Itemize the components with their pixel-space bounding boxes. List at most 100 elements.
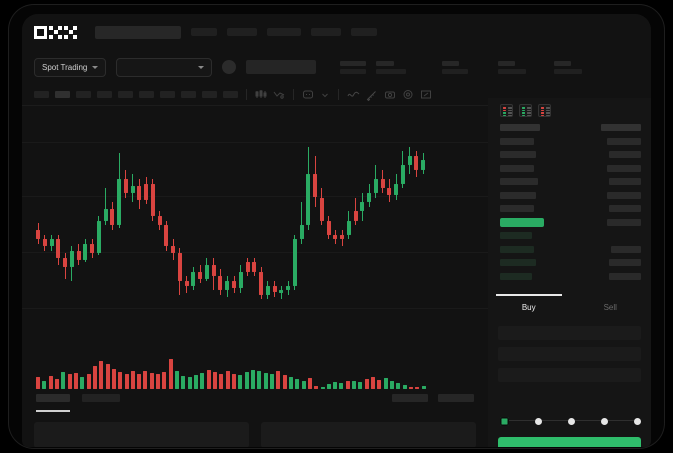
volume-bar: [371, 377, 376, 389]
interval-4[interactable]: [118, 91, 133, 98]
candle: [204, 106, 209, 336]
orders-card-1[interactable]: [261, 422, 476, 447]
indicators-icon[interactable]: [273, 89, 285, 100]
amount-slider[interactable]: [500, 415, 641, 427]
candle: [306, 106, 311, 336]
candle: [232, 106, 236, 336]
orderbook-row[interactable]: [500, 258, 641, 267]
submit-order-button[interactable]: [498, 437, 641, 447]
volume-bar: [67, 374, 72, 389]
tab-buy[interactable]: Buy: [488, 294, 570, 320]
interval-0[interactable]: [34, 91, 49, 98]
volume-bar: [415, 387, 420, 389]
interval-1[interactable]: [55, 91, 70, 98]
nav-item-2[interactable]: [267, 28, 301, 36]
candle: [238, 106, 243, 336]
orderbook-price: [500, 232, 532, 239]
orderbook-both-icon[interactable]: [500, 104, 513, 117]
volume-bar: [48, 375, 53, 389]
orderbook-row[interactable]: [500, 217, 641, 227]
slider-dot-2[interactable]: [568, 417, 575, 425]
volume-bar: [396, 382, 401, 389]
camera-icon[interactable]: [384, 89, 396, 100]
orderbook-row[interactable]: [500, 245, 641, 254]
nav-item-3[interactable]: [311, 28, 341, 36]
candle: [387, 106, 392, 336]
volume-bar: [307, 378, 312, 389]
volume-bar: [364, 379, 369, 389]
orderbook-row[interactable]: [500, 231, 641, 240]
orders-tab-1[interactable]: [82, 394, 120, 402]
orders-action-1[interactable]: [438, 394, 474, 402]
interval-2[interactable]: [76, 91, 91, 98]
orders-card-0[interactable]: [34, 422, 249, 447]
fullscreen-icon[interactable]: [420, 89, 432, 100]
volume-bar: [36, 377, 40, 389]
okx-logo[interactable]: [34, 25, 77, 39]
volume-bar: [301, 380, 306, 389]
orderbook-amount: [611, 245, 641, 253]
line-chart-icon[interactable]: [347, 89, 360, 100]
order-field-2[interactable]: [498, 368, 641, 382]
volume-bar: [345, 381, 350, 389]
order-field-1[interactable]: [498, 347, 641, 361]
orderbook-row[interactable]: [500, 204, 641, 213]
volume-bar: [206, 369, 211, 389]
volume-bar: [124, 373, 129, 389]
orderbook-bids-icon[interactable]: [519, 104, 532, 117]
nav-item-4[interactable]: [351, 28, 377, 36]
orderbook-row[interactable]: [500, 164, 641, 173]
candle: [333, 106, 338, 336]
drawing-tool-icon[interactable]: [366, 89, 378, 101]
market-stat-3: [498, 60, 527, 74]
candlestick-icon[interactable]: [255, 89, 267, 100]
orderbook-rows[interactable]: [488, 121, 651, 281]
trading-mode-select[interactable]: Spot Trading: [34, 57, 107, 77]
volume-bar: [244, 372, 249, 389]
market-stat-2: [442, 60, 469, 74]
orderbook-amount: [609, 178, 641, 185]
volume-bar: [377, 379, 382, 389]
orderbook-price: [500, 137, 534, 145]
volume-bar: [358, 382, 363, 389]
orderbook-price: [500, 272, 532, 280]
settings-icon[interactable]: [402, 89, 414, 100]
orderbook-row[interactable]: [500, 272, 641, 281]
order-field-0[interactable]: [498, 326, 641, 340]
orderbook-amount: [607, 191, 641, 199]
orderbook-row[interactable]: [500, 191, 641, 200]
orderbook-price: [500, 191, 536, 199]
tab-sell[interactable]: Sell: [570, 294, 652, 320]
pair-select[interactable]: [116, 57, 213, 77]
candle: [171, 106, 176, 336]
orderbook-row[interactable]: [500, 137, 641, 146]
interval-6[interactable]: [160, 91, 175, 98]
orderbook-asks-icon[interactable]: [538, 104, 551, 117]
interval-9[interactable]: [223, 91, 238, 98]
candle: [150, 106, 155, 336]
slider-dot-1[interactable]: [535, 417, 542, 425]
orders-tab-0[interactable]: [36, 394, 70, 402]
template-icon[interactable]: [302, 89, 314, 100]
nav-item-0[interactable]: [191, 28, 217, 36]
chevron-down-icon[interactable]: [320, 90, 330, 100]
candle: [245, 106, 250, 336]
order-panel: Buy Sell: [488, 98, 651, 447]
interval-8[interactable]: [202, 91, 217, 98]
slider-dot-4[interactable]: [634, 417, 641, 425]
price-chart[interactable]: [22, 106, 488, 336]
interval-7[interactable]: [181, 91, 196, 98]
slider-dot-3[interactable]: [601, 417, 608, 425]
nav-item-1[interactable]: [227, 28, 257, 36]
interval-3[interactable]: [97, 91, 112, 98]
interval-5[interactable]: [139, 91, 154, 98]
orders-action-0[interactable]: [392, 394, 428, 402]
candle: [218, 106, 223, 336]
orderbook-row[interactable]: [500, 150, 641, 159]
search-input[interactable]: [95, 25, 181, 39]
orderbook-price: [500, 164, 534, 172]
orderbook-row[interactable]: [500, 177, 641, 186]
volume-bar: [232, 373, 236, 389]
volume-bar: [282, 375, 287, 389]
slider-dot-0[interactable]: [500, 416, 509, 426]
